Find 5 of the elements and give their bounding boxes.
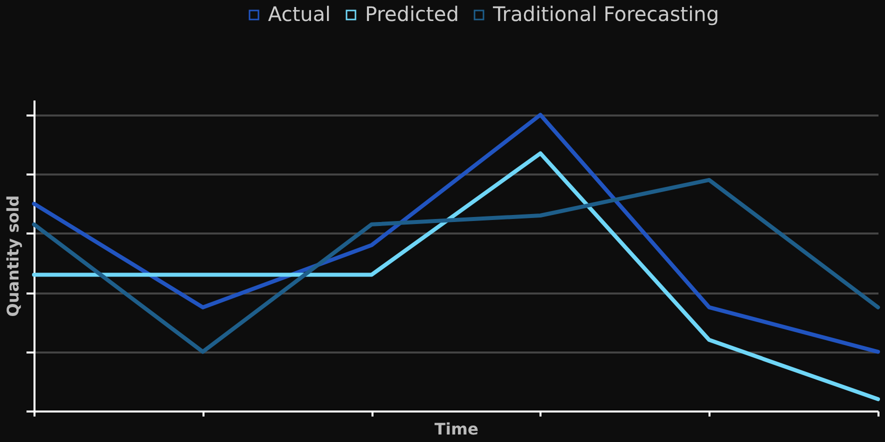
legend-label: Predicted (365, 2, 459, 26)
y-axis-title: Quantity sold (4, 195, 22, 317)
x-axis-title: Time (434, 420, 479, 438)
legend-label: Actual (268, 2, 331, 26)
legend-label: Traditional Forecasting (492, 2, 720, 26)
